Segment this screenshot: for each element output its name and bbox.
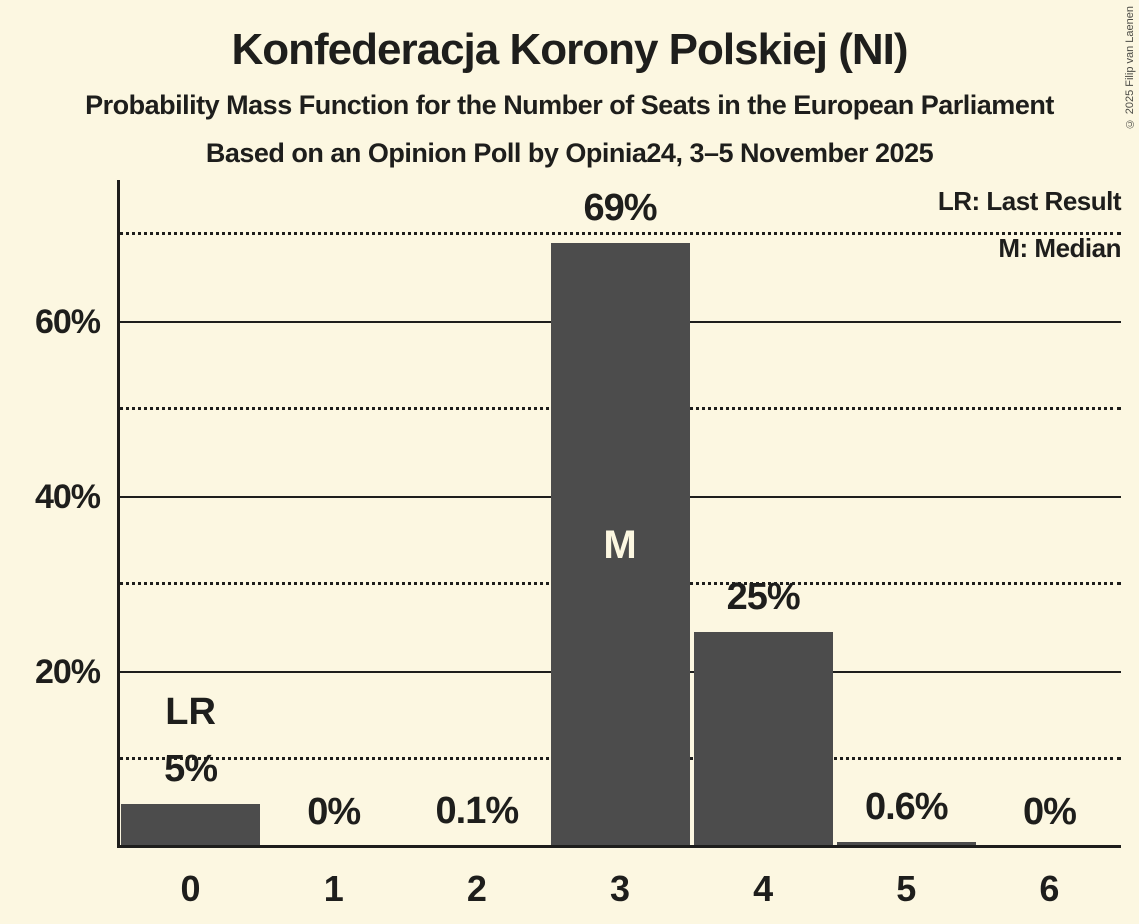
last-result-annotation: LR	[165, 691, 216, 734]
bar-seats-4	[693, 631, 833, 847]
legend-median: M: Median	[998, 233, 1121, 263]
bar-value-label-5: 0.6%	[864, 785, 949, 828]
x-tick-label-3: 3	[609, 868, 630, 909]
x-tick-label-5: 5	[896, 868, 917, 909]
copyright-note: © 2025 Filip van Laenen	[1124, 6, 1136, 130]
bar-value-label-2: 0.1%	[435, 790, 520, 833]
bar-seats-5	[836, 841, 976, 847]
y-tick-label-20pct: 20%	[34, 652, 101, 691]
bar-value-label-1: 0%	[307, 791, 361, 833]
bar-value-label-6: 0%	[1022, 791, 1077, 833]
bar-seats-3	[550, 243, 690, 847]
y-tick-label-40pct: 40%	[34, 477, 101, 516]
bar-value-label-3: 69%	[583, 187, 657, 230]
x-tick-label-1: 1	[323, 868, 344, 909]
x-axis-line	[117, 845, 1121, 848]
chart-source-line: Based on an Opinion Poll by Opinia24, 3–…	[205, 138, 934, 168]
y-tick-label-60pct: 60%	[34, 302, 101, 341]
chart-title: Konfederacja Korony Polskiej (NI)	[231, 25, 908, 74]
x-tick-label-0: 0	[180, 868, 201, 909]
bar-value-label-4: 25%	[726, 575, 801, 618]
bar-value-label-0: 5%	[164, 748, 218, 791]
chart-subtitle: Probability Mass Function for the Number…	[85, 90, 1054, 120]
gridline-dotted-70pct	[119, 232, 1121, 236]
x-tick-label-4: 4	[753, 868, 774, 909]
x-tick-label-6: 6	[1039, 868, 1060, 909]
legend-last-result: LR: Last Result	[937, 186, 1122, 216]
bar-seats-0	[121, 804, 261, 847]
x-tick-label-2: 2	[466, 868, 487, 909]
median-annotation: M	[603, 523, 637, 568]
y-axis-line	[117, 180, 120, 848]
plot-area: 5% 0 0% 1 0.1% 2 69% 3 25% 4 0.6% 5 0% 6 LR M	[119, 180, 1121, 909]
